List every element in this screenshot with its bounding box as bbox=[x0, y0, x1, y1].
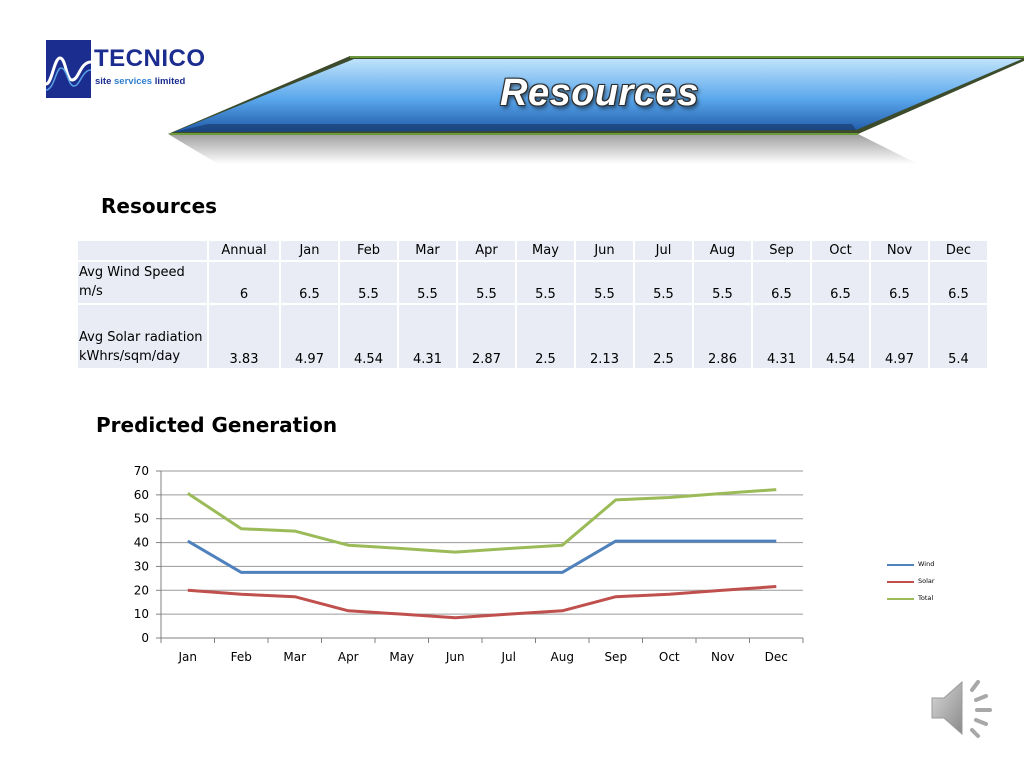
company-logo: TECNICO site services limited bbox=[45, 40, 206, 98]
table-cell: 5.5 bbox=[574, 260, 635, 305]
x-tick-label: Feb bbox=[231, 650, 252, 664]
table-header-cell: Feb bbox=[338, 239, 399, 262]
table-row-solar: Avg Solar radiation kWhrs/sqm/day 3.83 4.… bbox=[76, 303, 989, 370]
y-tick-label: 0 bbox=[141, 631, 149, 645]
table-cell: 2.87 bbox=[456, 303, 517, 370]
row-label-wind: Avg Wind Speed m/s bbox=[76, 260, 209, 305]
logo-brand-text: TECNICO bbox=[94, 45, 206, 72]
x-tick-label: Dec bbox=[765, 650, 788, 664]
legend-swatch bbox=[887, 564, 914, 566]
table-cell: 4.54 bbox=[810, 303, 871, 370]
speaker-icon[interactable] bbox=[928, 676, 998, 740]
row-label-solar: Avg Solar radiation kWhrs/sqm/day bbox=[76, 303, 209, 370]
table-cell: 4.97 bbox=[279, 303, 340, 370]
legend-swatch bbox=[887, 598, 914, 600]
table-header-cell: Aug bbox=[692, 239, 753, 262]
y-tick-label: 60 bbox=[134, 488, 149, 502]
series-line-wind bbox=[187, 539, 777, 574]
y-tick-label: 70 bbox=[134, 464, 149, 478]
table-header-cell: Jan bbox=[279, 239, 340, 262]
table-header-cell: Annual bbox=[207, 239, 281, 262]
row-label-unit: m/s bbox=[79, 284, 103, 300]
resources-heading: Resources bbox=[101, 194, 218, 218]
table-header-cell bbox=[76, 239, 209, 262]
predicted-generation-heading: Predicted Generation bbox=[96, 413, 338, 437]
logo-sub-site: site bbox=[95, 76, 112, 87]
table-header-cell: Nov bbox=[869, 239, 930, 262]
table-cell: 6.5 bbox=[869, 260, 930, 305]
y-tick-label: 20 bbox=[134, 583, 149, 597]
banner-title: Resources bbox=[500, 72, 699, 114]
table-header-cell: Sep bbox=[751, 239, 812, 262]
table-header-cell: Mar bbox=[397, 239, 458, 262]
table-header-cell: May bbox=[515, 239, 576, 262]
table-cell: 5.5 bbox=[692, 260, 753, 305]
table-cell: 3.83 bbox=[207, 303, 281, 370]
table-header-cell: Jul bbox=[633, 239, 694, 262]
table-cell: 5.5 bbox=[633, 260, 694, 305]
y-tick-label: 50 bbox=[134, 512, 149, 526]
title-banner bbox=[168, 56, 1024, 164]
series-line-total bbox=[186, 488, 777, 554]
table-header-row: Annual Jan Feb Mar Apr May Jun Jul Aug S… bbox=[76, 239, 989, 262]
y-tick-label: 10 bbox=[134, 607, 149, 621]
table-header-cell: Jun bbox=[574, 239, 635, 262]
table-cell: 5.5 bbox=[338, 260, 399, 305]
x-tick-label: Aug bbox=[551, 650, 574, 664]
table-cell: 2.13 bbox=[574, 303, 635, 370]
table-cell: 4.54 bbox=[338, 303, 399, 370]
table-cell: 6.5 bbox=[751, 260, 812, 305]
series-line-solar bbox=[187, 585, 777, 620]
x-tick-label: Mar bbox=[283, 650, 306, 664]
predicted-generation-chart: 0 10 20 30 40 50 60 70 Jan Feb Mar Apr May Jun Jul Aug S… bbox=[134, 464, 804, 664]
y-tick-label: 40 bbox=[134, 536, 149, 550]
table-cell: 4.31 bbox=[397, 303, 458, 370]
logo-wave-icon bbox=[45, 40, 92, 98]
row-label-unit: kWhrs/sqm/day bbox=[79, 349, 181, 365]
table-cell: 6 bbox=[207, 260, 281, 305]
x-tick-label: Jan bbox=[178, 650, 198, 664]
table-header-cell: Oct bbox=[810, 239, 871, 262]
x-tick-label: Oct bbox=[659, 650, 680, 664]
legend-swatch bbox=[887, 581, 914, 583]
x-tick-label: Apr bbox=[338, 650, 359, 664]
table-cell: 6.5 bbox=[928, 260, 989, 305]
x-tick-label: Nov bbox=[711, 650, 734, 664]
table-row-wind: Avg Wind Speed m/s 6 6.5 5.5 5.5 5.5 5.5 … bbox=[76, 260, 989, 305]
x-tick-label: May bbox=[389, 650, 414, 664]
logo-sub-services: services bbox=[114, 76, 153, 87]
legend-label: Wind bbox=[918, 560, 935, 568]
x-tick-label: Jun bbox=[445, 650, 465, 664]
table-header-cell: Apr bbox=[456, 239, 517, 262]
x-tick-label: Jul bbox=[501, 650, 516, 664]
table-cell: 4.97 bbox=[869, 303, 930, 370]
table-cell: 5.4 bbox=[928, 303, 989, 370]
legend-label: Total bbox=[918, 594, 934, 602]
logo-subtitle: site services limited bbox=[95, 77, 185, 87]
logo-sub-limited: limited bbox=[154, 76, 186, 87]
table-header-cell: Dec bbox=[928, 239, 989, 262]
table-cell: 2.5 bbox=[633, 303, 694, 370]
table-cell: 6.5 bbox=[810, 260, 871, 305]
x-tick-label: Sep bbox=[604, 650, 627, 664]
table-cell: 5.5 bbox=[397, 260, 458, 305]
table-cell: 6.5 bbox=[279, 260, 340, 305]
legend-label: Solar bbox=[918, 577, 935, 585]
table-cell: 4.31 bbox=[751, 303, 812, 370]
table-cell: 5.5 bbox=[515, 260, 576, 305]
table-cell: 5.5 bbox=[456, 260, 517, 305]
table-cell: 2.5 bbox=[515, 303, 576, 370]
resources-table: Annual Jan Feb Mar Apr May Jun Jul Aug S… bbox=[76, 239, 989, 370]
row-label-line: Avg Wind Speed bbox=[79, 265, 185, 281]
table-cell: 2.86 bbox=[692, 303, 753, 370]
y-tick-label: 30 bbox=[134, 559, 149, 573]
row-label-line: Avg Solar radiation bbox=[79, 330, 203, 346]
